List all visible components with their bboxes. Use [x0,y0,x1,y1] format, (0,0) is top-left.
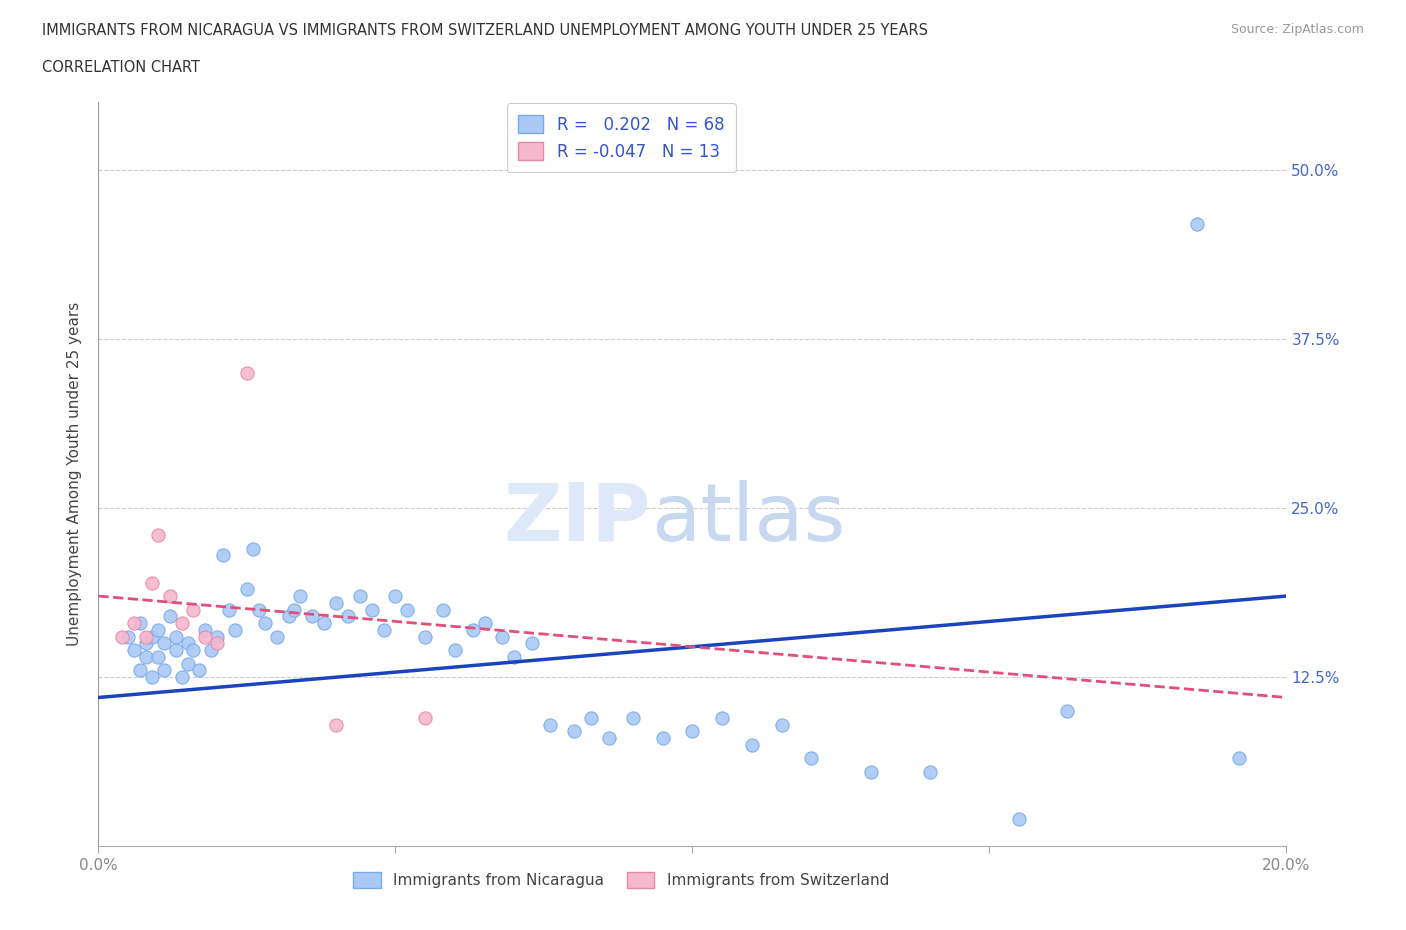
Point [474,616,496,631]
Point [314,616,336,631]
Point [141,670,163,684]
Point [165,630,187,644]
Point [194,622,217,637]
Point [1056,704,1078,719]
Point [111,630,134,644]
Point [538,717,561,732]
Point [325,595,347,610]
Point [651,731,673,746]
Point [122,616,145,631]
Point [176,657,198,671]
Point [253,616,276,631]
Point [146,527,169,542]
Point [503,649,526,664]
Point [236,365,259,380]
Point [413,630,436,644]
Point [711,711,734,725]
Point [461,622,484,637]
Point [200,643,222,658]
Point [247,602,270,617]
Point [1008,812,1031,827]
Point [146,649,169,664]
Y-axis label: Unemployment Among Youth under 25 years: Unemployment Among Youth under 25 years [67,302,83,646]
Point [859,764,882,779]
Point [432,602,454,617]
Point [135,630,157,644]
Point [236,582,259,597]
Point [129,616,152,631]
Point [520,636,543,651]
Point [242,541,264,556]
Point [325,717,347,732]
Point [165,643,187,658]
Point [396,602,419,617]
Point [301,609,323,624]
Point [443,643,465,658]
Text: Source: ZipAtlas.com: Source: ZipAtlas.com [1230,23,1364,36]
Point [1227,751,1250,765]
Legend: Immigrants from Nicaragua, Immigrants from Switzerland: Immigrants from Nicaragua, Immigrants fr… [347,866,896,895]
Point [207,630,229,644]
Point [598,731,620,746]
Point [290,589,312,604]
Point [117,630,139,644]
Point [212,548,235,563]
Point [194,630,217,644]
Point [141,575,163,590]
Point [170,616,193,631]
Point [152,663,174,678]
Point [135,649,157,664]
Point [373,622,395,637]
Point [283,602,305,617]
Point [188,663,211,678]
Point [135,636,157,651]
Point [122,643,145,658]
Text: ZIP: ZIP [503,480,651,558]
Point [1187,217,1209,232]
Point [800,751,823,765]
Text: CORRELATION CHART: CORRELATION CHART [42,60,200,75]
Point [562,724,585,738]
Point [152,636,174,651]
Text: IMMIGRANTS FROM NICARAGUA VS IMMIGRANTS FROM SWITZERLAND UNEMPLOYMENT AMONG YOUT: IMMIGRANTS FROM NICARAGUA VS IMMIGRANTS … [42,23,928,38]
Point [741,737,763,752]
Point [770,717,793,732]
Point [176,636,198,651]
Point [336,609,359,624]
Point [491,630,513,644]
Point [183,602,205,617]
Point [159,589,181,604]
Point [224,622,246,637]
Point [360,602,382,617]
Point [682,724,704,738]
Point [581,711,603,725]
Point [159,609,181,624]
Point [920,764,942,779]
Text: atlas: atlas [651,480,845,558]
Point [141,630,163,644]
Point [621,711,644,725]
Point [207,636,229,651]
Point [129,663,152,678]
Point [384,589,406,604]
Point [277,609,299,624]
Point [349,589,371,604]
Point [266,630,288,644]
Point [146,622,169,637]
Point [413,711,436,725]
Point [170,670,193,684]
Point [183,643,205,658]
Point [218,602,240,617]
